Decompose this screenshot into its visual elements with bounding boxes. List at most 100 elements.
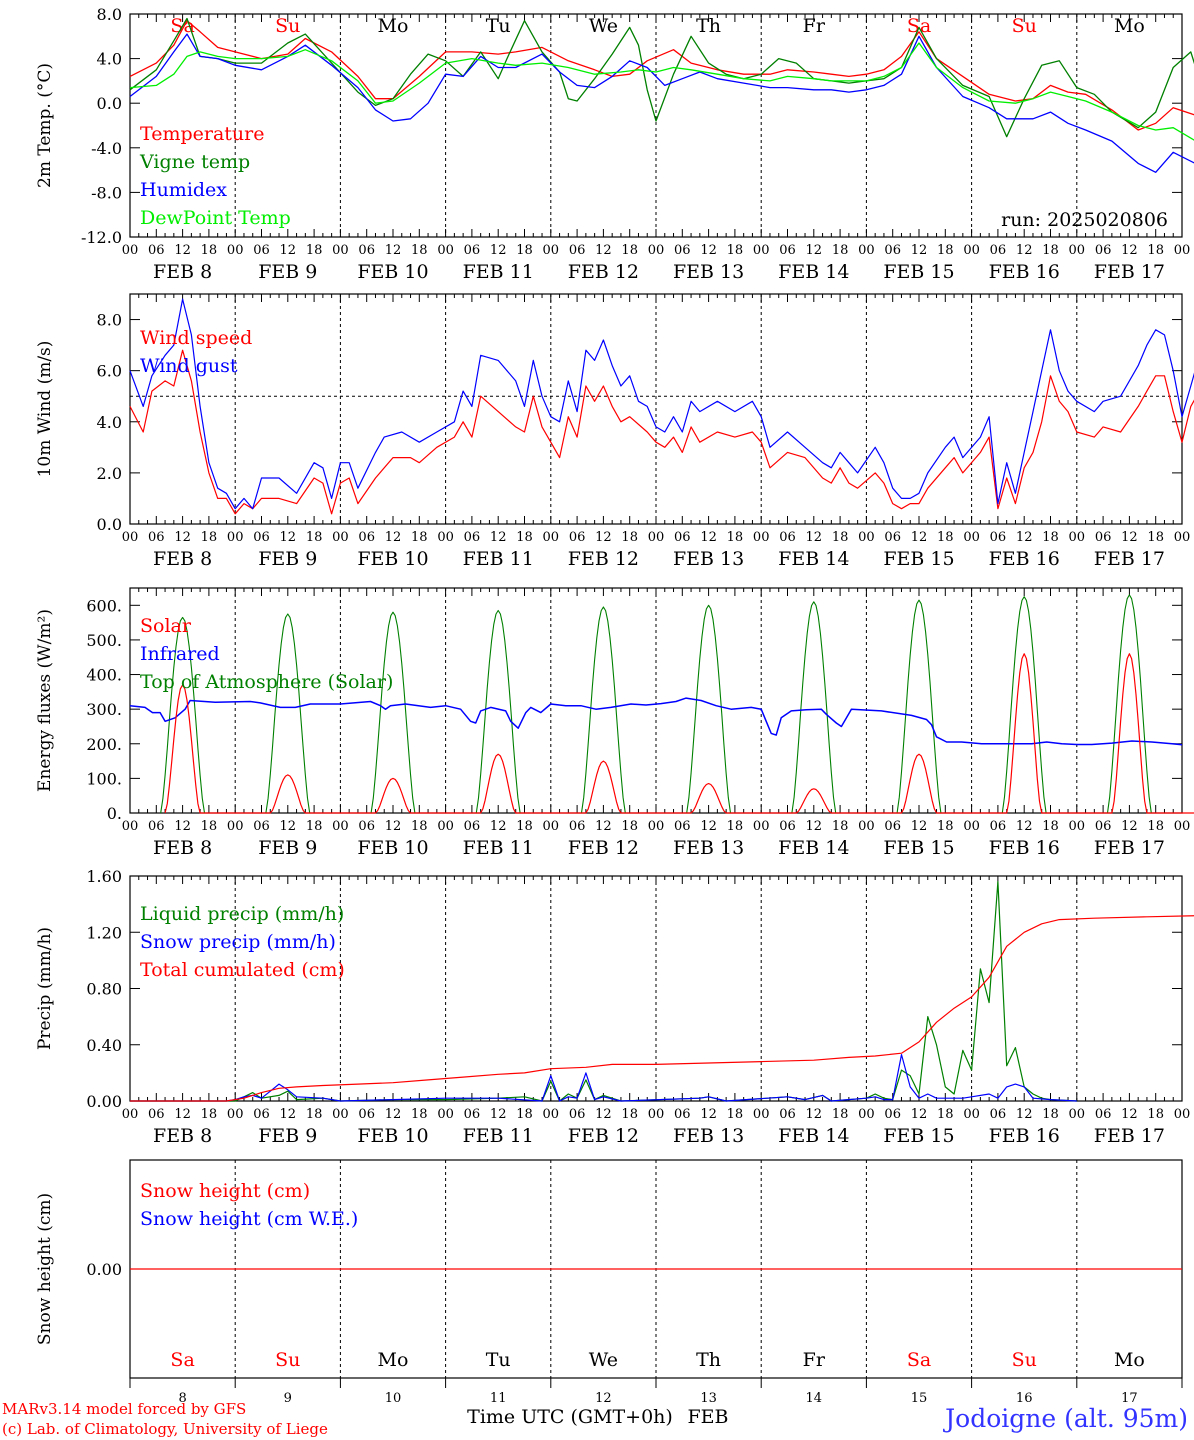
x-hour-label: 00 (227, 1107, 244, 1122)
x-hour-label: 00 (963, 243, 980, 258)
x-hour-label: 18 (516, 1107, 533, 1122)
x-date-label: FEB 13 (673, 548, 744, 570)
x-hour-label: 18 (201, 819, 218, 834)
x-hour-label: 06 (1095, 243, 1112, 258)
weekday-label: Sa (907, 15, 931, 37)
x-date-label: FEB 11 (463, 548, 534, 570)
x-date-label: FEB 9 (258, 837, 317, 859)
x-hour-label: 06 (358, 819, 375, 834)
panel-3: 600. 500. 400. 300. 200. 100. 0. Energy fluxes … (35, 587, 1190, 859)
x-day-number: 13 (700, 1391, 717, 1406)
x-hour-label: 06 (779, 530, 796, 545)
x-hour-label: 06 (884, 819, 901, 834)
x-hour-label: 12 (595, 530, 612, 545)
x-hour-label: 00 (858, 1107, 875, 1122)
x-hour-label: 06 (674, 819, 691, 834)
x-hour-label: 00 (648, 819, 665, 834)
x-hour-label: 12 (911, 530, 928, 545)
x-hour-label: 18 (411, 819, 428, 834)
x-date-label: FEB 14 (778, 1125, 849, 1147)
x-date-label: FEB 16 (989, 261, 1060, 283)
x-hour-label: 06 (1095, 819, 1112, 834)
x-hour-label: 00 (227, 530, 244, 545)
x-hour-label: 06 (674, 243, 691, 258)
series-temperature (129, 20, 1194, 131)
x-date-label: FEB 12 (568, 261, 639, 283)
x-hour-label: 12 (595, 1107, 612, 1122)
panel-1: 8.0 4.0 0.0 -4.0 -8.0 -12.0 2m Temp. (°C) 00 06 1… (35, 5, 1190, 283)
x-hour-label: 12 (174, 243, 191, 258)
legend-entry: Vigne temp (139, 151, 250, 173)
x-hour-label: 12 (911, 243, 928, 258)
x-date-label: FEB 15 (883, 548, 954, 570)
x-date-label: FEB 8 (153, 837, 212, 859)
x-hour-label: 12 (1121, 819, 1138, 834)
x-date-label: FEB 16 (989, 1125, 1060, 1147)
x-hour-label: 18 (621, 1107, 638, 1122)
x-hour-label: 18 (516, 819, 533, 834)
x-day-number: 10 (385, 1391, 402, 1406)
x-hour-label: 00 (543, 1107, 560, 1122)
weekday-label: Mo (1114, 1349, 1145, 1371)
series-wind-speed (129, 349, 1194, 515)
y-tick-label: 0.00 (86, 1092, 122, 1111)
x-hour-label: 12 (1121, 530, 1138, 545)
x-hour-label: 00 (753, 530, 770, 545)
x-hour-label: 18 (727, 1107, 744, 1122)
x-hour-label: 00 (332, 243, 349, 258)
x-hour-label: 00 (753, 243, 770, 258)
x-hour-label: 18 (832, 819, 849, 834)
x-hour-label: 00 (1174, 1107, 1191, 1122)
x-hour-label: 00 (858, 243, 875, 258)
y-tick-label: 4.0 (97, 50, 122, 69)
weekday-label: Th (696, 1349, 721, 1371)
legend-entry: Top of Atmosphere (Solar) (140, 671, 393, 693)
x-hour-label: 12 (806, 530, 823, 545)
legend-entry: Total cumulated (cm) (140, 959, 345, 981)
y-tick-label: 0.40 (86, 1036, 122, 1055)
x-hour-label: 12 (385, 530, 402, 545)
x-hour-label: 12 (700, 819, 717, 834)
x-hour-label: 12 (490, 530, 507, 545)
x-hour-label: 00 (332, 819, 349, 834)
x-hour-label: 00 (858, 530, 875, 545)
x-day-number: 9 (284, 1391, 292, 1406)
x-hour-label: 18 (411, 243, 428, 258)
x-hour-label: 12 (174, 530, 191, 545)
x-hour-label: 00 (1174, 243, 1191, 258)
series-humidex (129, 33, 1194, 173)
x-date-label: FEB 15 (883, 837, 954, 859)
panel-frame (129, 13, 1183, 238)
x-hour-label: 00 (437, 1107, 454, 1122)
x-hour-label: 06 (779, 819, 796, 834)
x-hour-label: 00 (1069, 530, 1086, 545)
y-tick-label: 2.0 (97, 464, 122, 483)
x-hour-label: 06 (464, 243, 481, 258)
x-hour-label: 06 (569, 243, 586, 258)
x-hour-label: 06 (569, 530, 586, 545)
weekday-label: Su (1012, 15, 1037, 37)
weekday-label: Su (1012, 1349, 1037, 1371)
weekday-label: Su (275, 1349, 300, 1371)
x-date-label: FEB 15 (883, 1125, 954, 1147)
x-hour-label: 18 (516, 243, 533, 258)
y-tick-label: 0.0 (97, 94, 122, 113)
legend-entry: Snow precip (mm/h) (140, 931, 336, 953)
x-hour-label: 06 (884, 1107, 901, 1122)
x-hour-label: 12 (174, 819, 191, 834)
x-hour-label: 06 (779, 243, 796, 258)
x-hour-label: 12 (1016, 1107, 1033, 1122)
x-hour-label: 00 (648, 243, 665, 258)
series-snow-precip-mm-h- (130, 1054, 1077, 1102)
x-hour-label: 00 (227, 243, 244, 258)
x-hour-label: 00 (437, 243, 454, 258)
y-tick-label: 100. (86, 769, 122, 788)
y-tick-label: 400. (86, 666, 122, 685)
y-tick-label: -8.0 (91, 183, 122, 202)
x-hour-label: 00 (122, 243, 139, 258)
x-date-label: FEB 8 (153, 1125, 212, 1147)
weekday-label: Mo (378, 1349, 409, 1371)
x-date-label: FEB 9 (258, 1125, 317, 1147)
y-tick-label: -4.0 (91, 139, 122, 158)
x-hour-label: 00 (963, 819, 980, 834)
